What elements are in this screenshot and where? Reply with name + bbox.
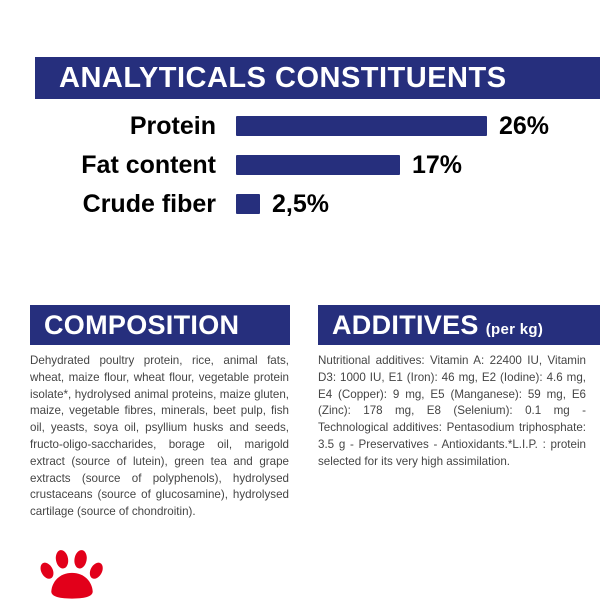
analytics-row: Crude fiber 2,5% [28, 189, 590, 218]
analytics-row: Fat content 17% [28, 150, 590, 179]
additives-text: Nutritional additives: Vitamin A: 22400 … [318, 354, 586, 468]
composition-header: COMPOSITION [30, 305, 290, 345]
analytics-category-label: Protein [129, 111, 216, 140]
analytics-bar [236, 155, 400, 175]
additives-header: ADDITIVES (per kg) [318, 305, 600, 345]
analytics-category-label: Crude fiber [82, 189, 216, 218]
additives-title: ADDITIVES [332, 310, 479, 340]
composition-title: COMPOSITION [44, 310, 240, 340]
analytics-row: Protein 26% [28, 111, 590, 140]
analytics-bar-chart: Protein 26% Fat content 17% Crude fiber 2,5% [28, 111, 590, 230]
analytics-category-label: Fat content [81, 150, 216, 179]
analytics-bar [236, 116, 487, 136]
composition-text: Dehydrated poultry protein, rice, animal… [30, 354, 289, 519]
analyticals-constituents-title: ANALYTICALS CONSTITUENTS [59, 61, 507, 94]
paw-print-logo [36, 540, 108, 600]
analytics-bar [236, 194, 260, 214]
additives-per-kg-label: (per kg) [485, 321, 544, 338]
analytics-value-label: 17% [412, 150, 463, 179]
analytics-value-label: 2,5% [272, 189, 329, 218]
analytics-value-label: 26% [499, 111, 550, 140]
analyticals-constituents-header: ANALYTICALS CONSTITUENTS [35, 57, 600, 99]
